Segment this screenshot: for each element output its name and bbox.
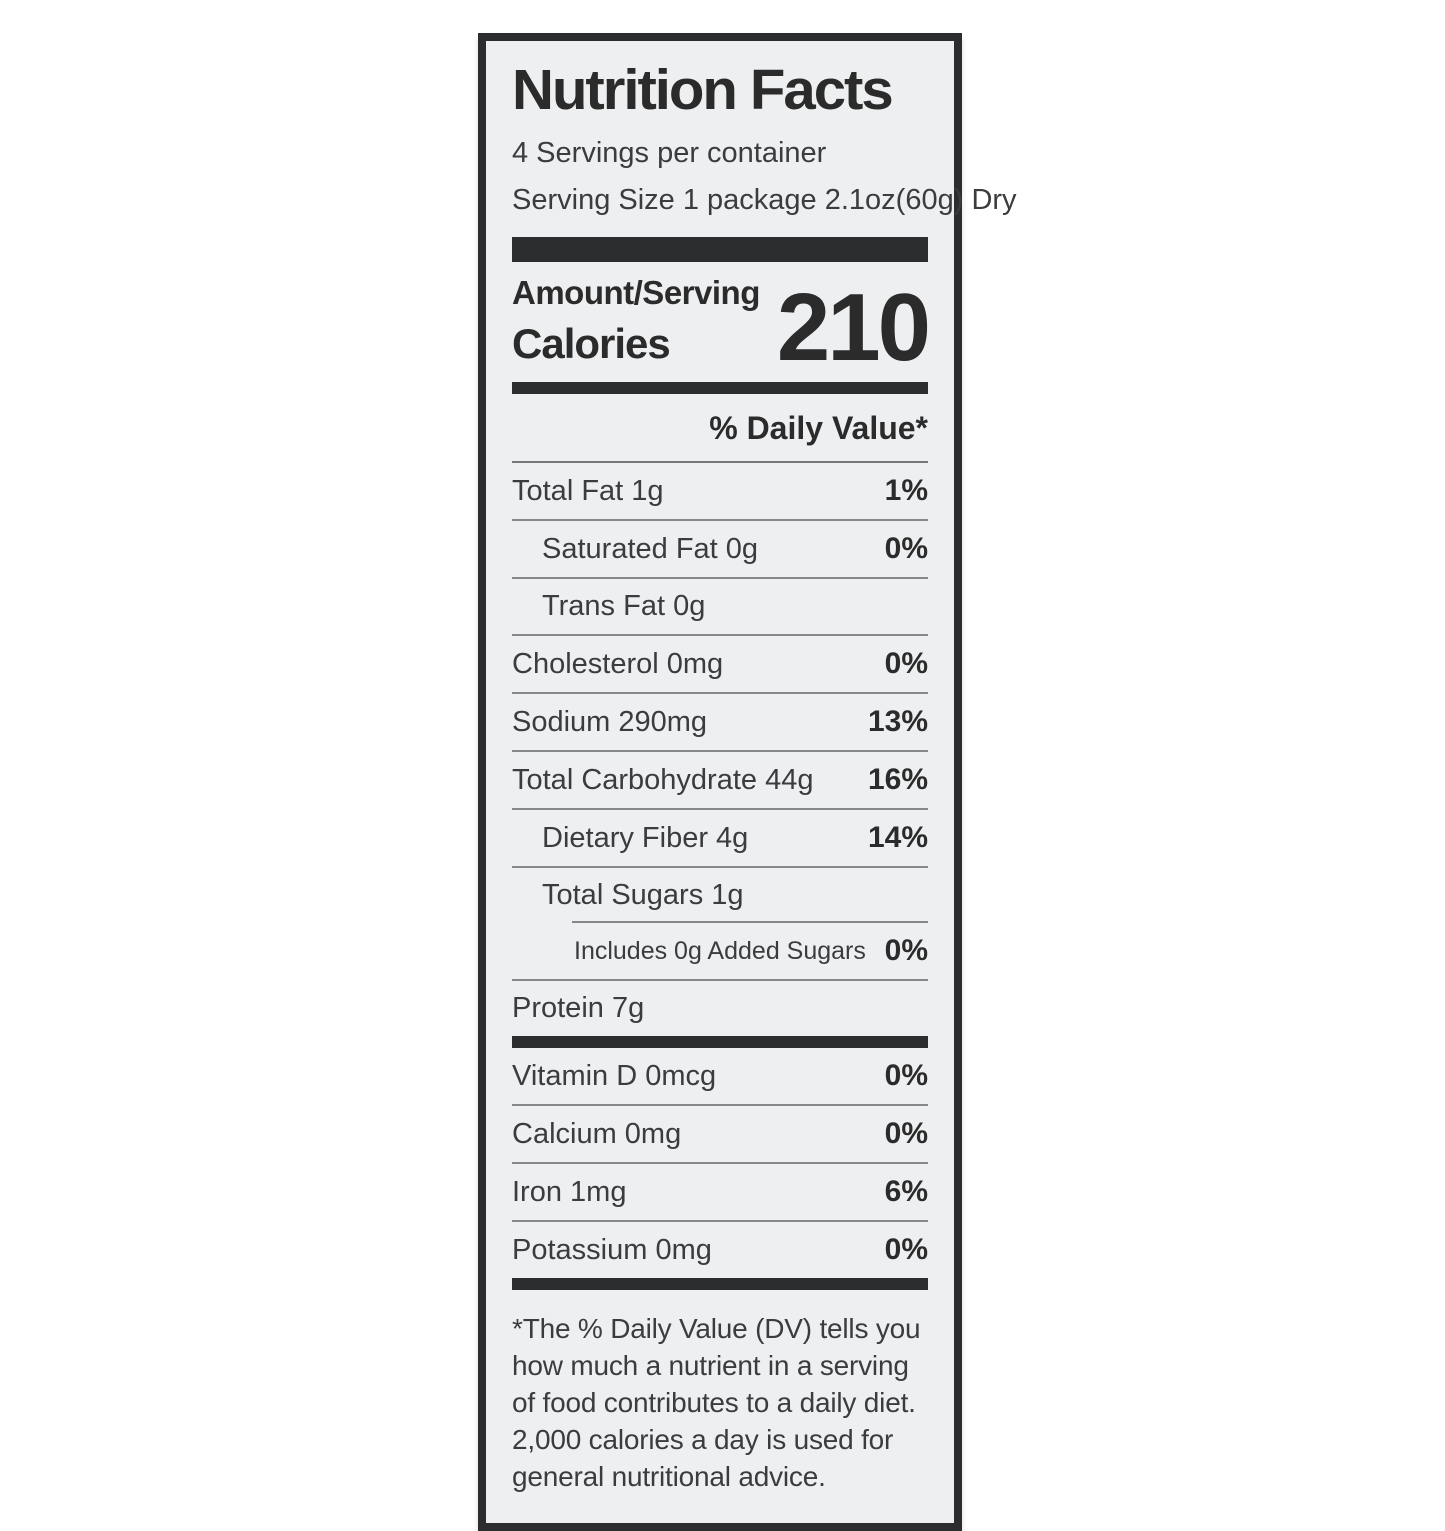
nutrient-percent: 14% — [867, 821, 928, 854]
nutrient-name: Calcium 0mg — [512, 1117, 682, 1150]
medium-divider-footnote — [512, 1278, 928, 1290]
nutrient-row-total-sugars: Total Sugars 1g — [512, 868, 928, 923]
nutrient-percent: 0% — [884, 934, 928, 967]
nutrition-facts-label: Nutrition Facts 4 Servings per container… — [478, 33, 1017, 1531]
nutrient-name: Total Sugars 1g — [542, 879, 744, 911]
nutrient-row-total-carbohydrate: Total Carbohydrate 44g 16% — [512, 752, 928, 810]
serving-size: Serving Size 1 package 2.1oz(60g) Dry — [512, 184, 1017, 216]
medium-divider-vitamins — [512, 1036, 928, 1048]
nutrient-rows: Total Fat 1g 1% Saturated Fat 0g 0% Tran… — [512, 463, 928, 1036]
nutrient-row-saturated-fat: Saturated Fat 0g 0% — [512, 521, 928, 579]
nutrient-percent: 0% — [884, 1059, 928, 1092]
nutrient-name: Includes 0g Added Sugars — [574, 936, 866, 965]
nutrient-row-total-fat: Total Fat 1g 1% — [512, 463, 928, 521]
nutrient-row-trans-fat: Trans Fat 0g — [512, 579, 928, 636]
nutrient-name: Trans Fat 0g — [542, 590, 706, 622]
nutrient-percent: 16% — [867, 763, 928, 796]
calories-label: Calories — [512, 320, 671, 367]
vitamin-row-vitamin-d: Vitamin D 0mcg 0% — [512, 1048, 928, 1106]
nutrient-name: Sodium 290mg — [512, 705, 708, 738]
nutrient-row-sodium: Sodium 290mg 13% — [512, 694, 928, 752]
label-title: Nutrition Facts — [512, 58, 894, 122]
label-inner: Nutrition Facts 4 Servings per container… — [486, 41, 1017, 1523]
nutrient-row-protein: Protein 7g — [512, 979, 928, 1036]
nutrient-row-dietary-fiber: Dietary Fiber 4g 14% — [512, 810, 928, 868]
nutrient-percent: 0% — [884, 1233, 928, 1266]
nutrient-percent: 0% — [884, 1117, 928, 1150]
nutrient-name: Saturated Fat 0g — [542, 532, 759, 565]
nutrient-name: Potassium 0mg — [512, 1233, 712, 1266]
nutrient-percent: 0% — [884, 532, 928, 565]
vitamin-rows: Vitamin D 0mcg 0% Calcium 0mg 0% Iron 1m… — [512, 1048, 928, 1278]
thick-divider-top — [512, 237, 928, 262]
nutrient-name: Dietary Fiber 4g — [542, 821, 749, 854]
nutrient-percent: 6% — [884, 1175, 928, 1208]
vitamin-row-iron: Iron 1mg 6% — [512, 1164, 928, 1222]
calories-block: Amount/Serving Calories 210 — [512, 262, 931, 382]
medium-divider-calories — [512, 382, 928, 394]
nutrient-percent: 0% — [884, 647, 928, 680]
nutrient-name: Vitamin D 0mcg — [512, 1059, 717, 1092]
calories-value: 210 — [776, 274, 931, 382]
vitamin-row-potassium: Potassium 0mg 0% — [512, 1222, 928, 1278]
nutrient-percent: 1% — [884, 474, 928, 507]
nutrient-name: Iron 1mg — [512, 1175, 627, 1208]
servings-per-container: 4 Servings per container — [512, 137, 827, 169]
nutrient-name: Protein 7g — [512, 992, 645, 1024]
nutrient-row-cholesterol: Cholesterol 0mg 0% — [512, 636, 928, 694]
nutrient-row-added-sugars: Includes 0g Added Sugars 0% — [512, 923, 928, 979]
nutrient-name: Cholesterol 0mg — [512, 647, 724, 680]
calories-labels: Amount/Serving Calories — [512, 274, 760, 368]
daily-value-footnote: *The % Daily Value (DV) tells you how mu… — [512, 1313, 921, 1492]
nutrient-name: Total Fat 1g — [512, 474, 664, 507]
page-background: Nutrition Facts 4 Servings per container… — [478, 33, 1017, 1531]
daily-value-header: % Daily Value* — [512, 394, 928, 463]
amount-per-serving-label: Amount/Serving — [512, 274, 760, 311]
nutrient-percent: 13% — [867, 705, 928, 738]
nutrient-name: Total Carbohydrate 44g — [512, 763, 814, 796]
vitamin-row-calcium: Calcium 0mg 0% — [512, 1106, 928, 1164]
